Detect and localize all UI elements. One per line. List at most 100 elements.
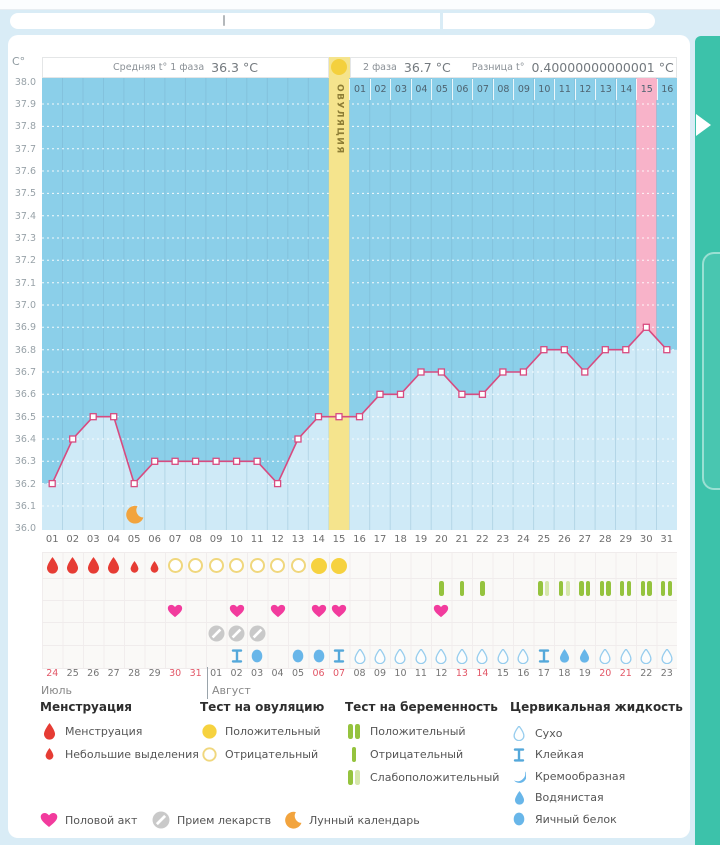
temperature-area	[42, 327, 677, 530]
y-tick-label: 36.4	[14, 433, 36, 445]
gridlines	[42, 103, 677, 507]
legend-item-fluid-eggwhite: Яичный белок	[510, 810, 617, 828]
temp-marker[interactable]	[171, 457, 179, 465]
y-tick-label: 37.3	[14, 233, 36, 244]
temp-marker[interactable]	[335, 413, 343, 421]
pregnancy-test-positive-icon	[661, 581, 673, 596]
cervical-fluid-dry-icon	[374, 648, 386, 664]
horizontal-scrollbar-thumb[interactable]	[10, 13, 655, 29]
cycle-day-label: 13	[291, 534, 305, 545]
temp-marker[interactable]	[89, 413, 97, 421]
cycle-day-label: 27	[578, 534, 592, 545]
temp-marker[interactable]	[232, 457, 241, 465]
phase2-value: 36.7 °C	[403, 60, 451, 75]
date-label: 09	[373, 668, 387, 679]
legend-item-label: Небольшие выделения	[65, 747, 199, 761]
cervical-fluid-sticky-icon	[538, 649, 550, 663]
date-label: 30	[169, 668, 182, 679]
moon-icon	[284, 811, 302, 829]
phase2-day-cell: 08	[492, 79, 513, 100]
y-tick-label: 37.9	[14, 99, 36, 111]
ovulation-label: ОВУЛЯЦИЯ	[334, 84, 345, 155]
temp-marker[interactable]	[437, 368, 446, 376]
date-label: 16	[517, 668, 530, 679]
top-strip	[0, 0, 720, 10]
next-arrow-icon[interactable]	[696, 114, 711, 136]
temp-marker[interactable]	[417, 368, 425, 376]
cycle-day-label: 16	[353, 534, 366, 545]
date-label: 02	[230, 668, 243, 679]
pregnancy-test-positive-icon	[620, 581, 632, 596]
temp-marker[interactable]	[376, 390, 384, 398]
temp-marker[interactable]	[601, 346, 609, 354]
temp-marker[interactable]	[273, 479, 282, 488]
ovulation-marker-circle	[331, 59, 347, 75]
cycle-day-label: 11	[250, 534, 264, 545]
temp-marker[interactable]	[191, 457, 200, 465]
temp-marker[interactable]	[540, 346, 548, 354]
pill-icon	[152, 811, 170, 829]
temp-marker[interactable]	[622, 346, 630, 354]
phase1-value: 36.3 °C	[211, 60, 258, 75]
intercourse-icon	[433, 604, 449, 618]
temp-marker[interactable]	[499, 368, 507, 376]
temp-marker[interactable]	[663, 346, 671, 354]
cervical-fluid-dry-icon	[497, 648, 509, 664]
temp-marker[interactable]	[642, 323, 650, 331]
scrollbar-tick	[223, 15, 225, 26]
phase2-day-cell: 05	[431, 79, 451, 100]
temp-marker[interactable]	[581, 368, 589, 376]
temp-marker[interactable]	[519, 368, 528, 376]
phase2-day-cell: 10	[533, 79, 554, 100]
grid-row-line	[42, 600, 677, 601]
cervical-fluid-dry-icon	[599, 648, 611, 664]
temp-marker[interactable]	[69, 435, 77, 443]
intercourse-icon	[270, 604, 286, 618]
drop-large-icon	[40, 722, 58, 740]
temp-marker[interactable]	[110, 413, 118, 421]
cervical-fluid-sticky-icon	[231, 649, 243, 663]
temp-marker[interactable]	[151, 457, 159, 465]
temp-marker[interactable]	[478, 390, 487, 398]
temp-marker[interactable]	[396, 390, 405, 398]
ovulation-test-positive-icon	[310, 558, 327, 574]
spotting-icon	[130, 561, 139, 573]
phase1-label: Средняя t° 1 фаза	[113, 62, 205, 73]
temp-marker[interactable]	[130, 479, 138, 488]
events-grid	[42, 552, 677, 668]
cycle-day-label: 03	[86, 534, 100, 545]
date-label: 11	[414, 668, 427, 679]
diff-label: Разница t°	[471, 62, 525, 73]
temp-marker[interactable]	[458, 390, 466, 398]
temp-marker[interactable]	[314, 413, 323, 421]
legend-item-label: Слабоположительный	[370, 770, 500, 784]
legend-item-fluid-sticky: Клейкая	[510, 746, 584, 764]
legend-item-fluid-creamy: Кремообразная	[510, 767, 625, 785]
legend-item-label: Менструация	[65, 724, 143, 738]
temp-marker[interactable]	[355, 413, 364, 421]
cycle-day-label: 06	[148, 534, 162, 545]
teal-sidebar	[695, 36, 720, 845]
date-label: 22	[640, 668, 653, 679]
temp-marker[interactable]	[253, 457, 261, 465]
cervical-fluid-eggwhite-icon	[292, 649, 304, 663]
phase2-day-cell: 04	[410, 79, 431, 100]
temp-marker[interactable]	[48, 479, 56, 488]
temp-marker[interactable]	[294, 435, 302, 443]
temperature-chart-svg	[42, 78, 677, 530]
intercourse-icon	[311, 604, 327, 618]
y-tick-label: 36.5	[14, 411, 36, 423]
temp-marker[interactable]	[212, 457, 220, 465]
ovulation-test-positive-icon	[331, 558, 348, 574]
phase2-day-cell: 16	[656, 79, 677, 100]
bars-positive-icon	[345, 722, 363, 740]
legend-item-circle-filled: Положительный	[200, 722, 321, 740]
legend-item-fluid-watery: Водянистая	[510, 789, 604, 807]
phase2-label: 2 фаза	[363, 62, 397, 73]
legend-item-label: Яичный белок	[535, 812, 617, 826]
ovulation-test-negative-icon	[167, 558, 183, 573]
temp-marker[interactable]	[560, 346, 568, 354]
cervical-fluid-dry-icon	[394, 648, 406, 664]
intercourse-icon	[229, 604, 245, 618]
legend-footer-pill: Прием лекарств	[152, 811, 271, 829]
